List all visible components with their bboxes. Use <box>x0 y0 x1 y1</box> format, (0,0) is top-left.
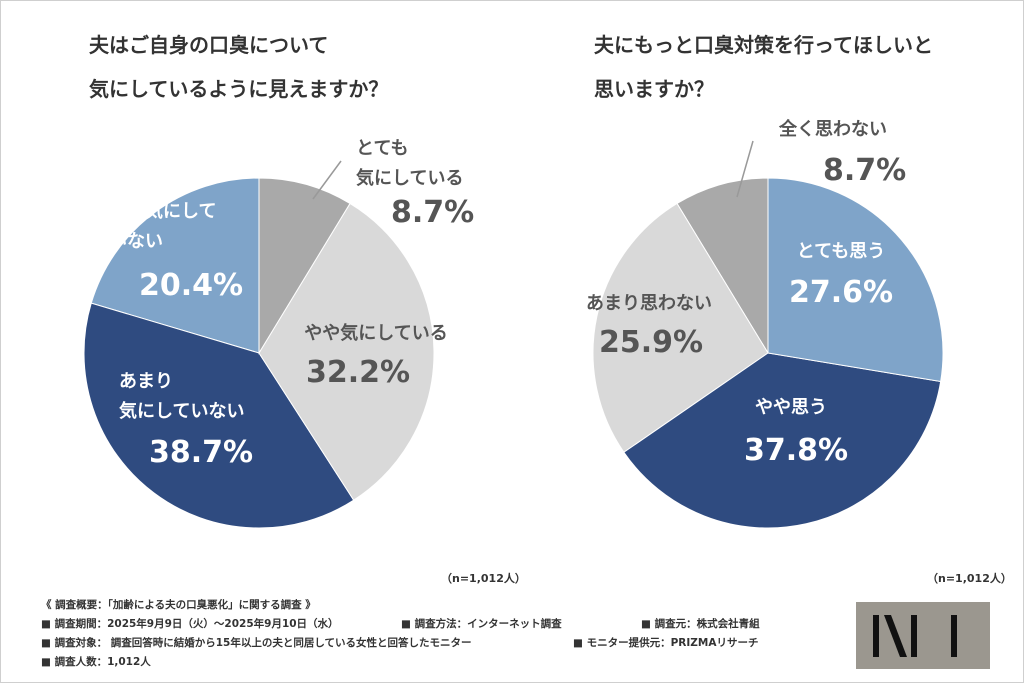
pie-slice <box>90 177 260 354</box>
value-label: 38.7% <box>148 435 254 470</box>
pie-slice <box>83 302 355 529</box>
pie-slice <box>592 202 769 453</box>
pie-slice <box>258 177 351 355</box>
chart-title: 夫にもっと口臭対策を行ってほしいと 思いますか？ <box>594 33 933 101</box>
chart-title: 夫はご自身の口臭について 気にしているように見えますか？ <box>89 33 389 101</box>
survey-note: ■ 調査元：株式会社青組 <box>641 618 760 630</box>
value-label: 8.7% <box>391 195 475 230</box>
value-label: 25.9% <box>598 325 704 360</box>
value-label: 37.8% <box>743 433 849 468</box>
slice-label: やや気にしている <box>304 323 448 344</box>
pie-slice <box>767 177 944 383</box>
value-label: 20.4% <box>138 268 244 303</box>
sample-size: （n=1,012人） <box>927 572 1012 585</box>
value-label: 27.6% <box>788 275 894 310</box>
survey-note: ■ 調査期間：2025年9月9日（火）～2025年9月10日（水） <box>41 618 339 630</box>
pie-slice <box>676 177 769 355</box>
slice-label: とても思う <box>796 241 886 262</box>
pie-slice <box>258 202 435 501</box>
value-label: 32.2% <box>305 355 411 390</box>
slice-label: やや思う <box>755 397 827 418</box>
slice-label: あまり思わない <box>586 293 712 314</box>
slice-label: 全く思わない <box>779 119 887 140</box>
slice-label: 全く気にして いない <box>109 201 217 252</box>
pie-slice <box>623 352 942 529</box>
survey-note: ■ モニター提供元：PRIZMAリサーチ <box>573 637 759 649</box>
logo <box>856 602 990 669</box>
leader-line <box>312 160 342 200</box>
survey-note: ■ 調査方法：インターネット調査 <box>401 618 562 630</box>
sample-size: （n=1,012人） <box>441 572 526 585</box>
survey-note: ■ 調査人数：1,012人 <box>41 656 151 668</box>
survey-note: 《 調査概要：「加齢による夫の口臭悪化」に関する調査 》 <box>41 599 316 611</box>
slice-label: あまり 気にしていない <box>119 371 245 422</box>
value-label: 8.7% <box>823 153 907 188</box>
leader-line <box>736 140 754 198</box>
survey-note: ■ 調査対象： 調査回答時に結婚から15年以上の夫と同居している女性と回答したモ… <box>41 637 472 649</box>
slice-label: とても 気にしている <box>356 138 464 189</box>
